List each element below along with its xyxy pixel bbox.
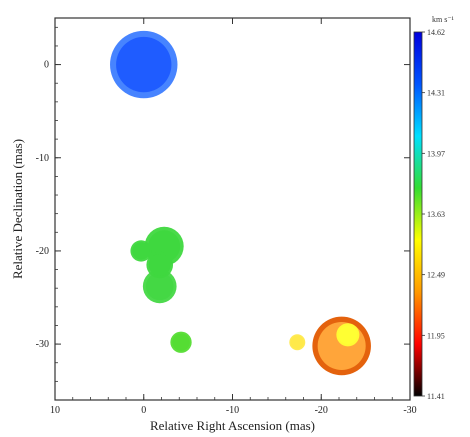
y-tick-label: -20 [36, 246, 49, 257]
colorbar-tick-label: 14.31 [427, 89, 445, 98]
data-point-core [338, 325, 358, 345]
x-tick-label: -10 [226, 405, 239, 416]
colorbar-tick-label: 14.62 [427, 28, 445, 37]
data-point [130, 240, 152, 262]
colorbar [413, 31, 423, 397]
x-tick-label: -30 [403, 405, 416, 416]
data-point [170, 331, 192, 353]
colorbar-tick-label: 12.49 [427, 271, 445, 280]
data-point-core [148, 253, 171, 276]
colorbar-tick-label: 13.63 [427, 210, 445, 219]
y-axis-title: Relative Declination (mas) [10, 139, 25, 279]
x-tick-label: 10 [50, 405, 60, 416]
y-tick-label: -10 [36, 153, 49, 164]
colorbar-unit: km s⁻¹ [432, 15, 455, 24]
x-tick-label: 0 [141, 405, 146, 416]
data-point-core [145, 272, 174, 301]
data-point [336, 323, 360, 347]
axis-ticks: 10 0 -10 -20 -30 0 -10 -20 -30 [36, 18, 417, 416]
data-point [289, 334, 306, 351]
x-axis-title: Relative Right Ascension (mas) [150, 418, 315, 433]
data-point-core [132, 242, 150, 260]
data-point-core [172, 333, 190, 351]
colorbar-ticks: 14.62 14.31 13.97 13.63 12.49 11.95 11.41 [422, 28, 445, 401]
data-point [110, 30, 178, 99]
data-points [110, 30, 371, 376]
colorbar-tick-label: 11.95 [427, 331, 445, 340]
data-point [146, 251, 174, 279]
y-tick-label: 0 [44, 60, 49, 71]
data-point-core [116, 36, 172, 93]
data-point-core [290, 335, 304, 349]
y-tick-label: -30 [36, 339, 49, 350]
x-tick-label: -20 [315, 405, 328, 416]
colorbar-tick-label: 11.41 [427, 392, 445, 401]
colorbar-tick-label: 13.97 [427, 149, 445, 158]
data-point [142, 269, 177, 304]
